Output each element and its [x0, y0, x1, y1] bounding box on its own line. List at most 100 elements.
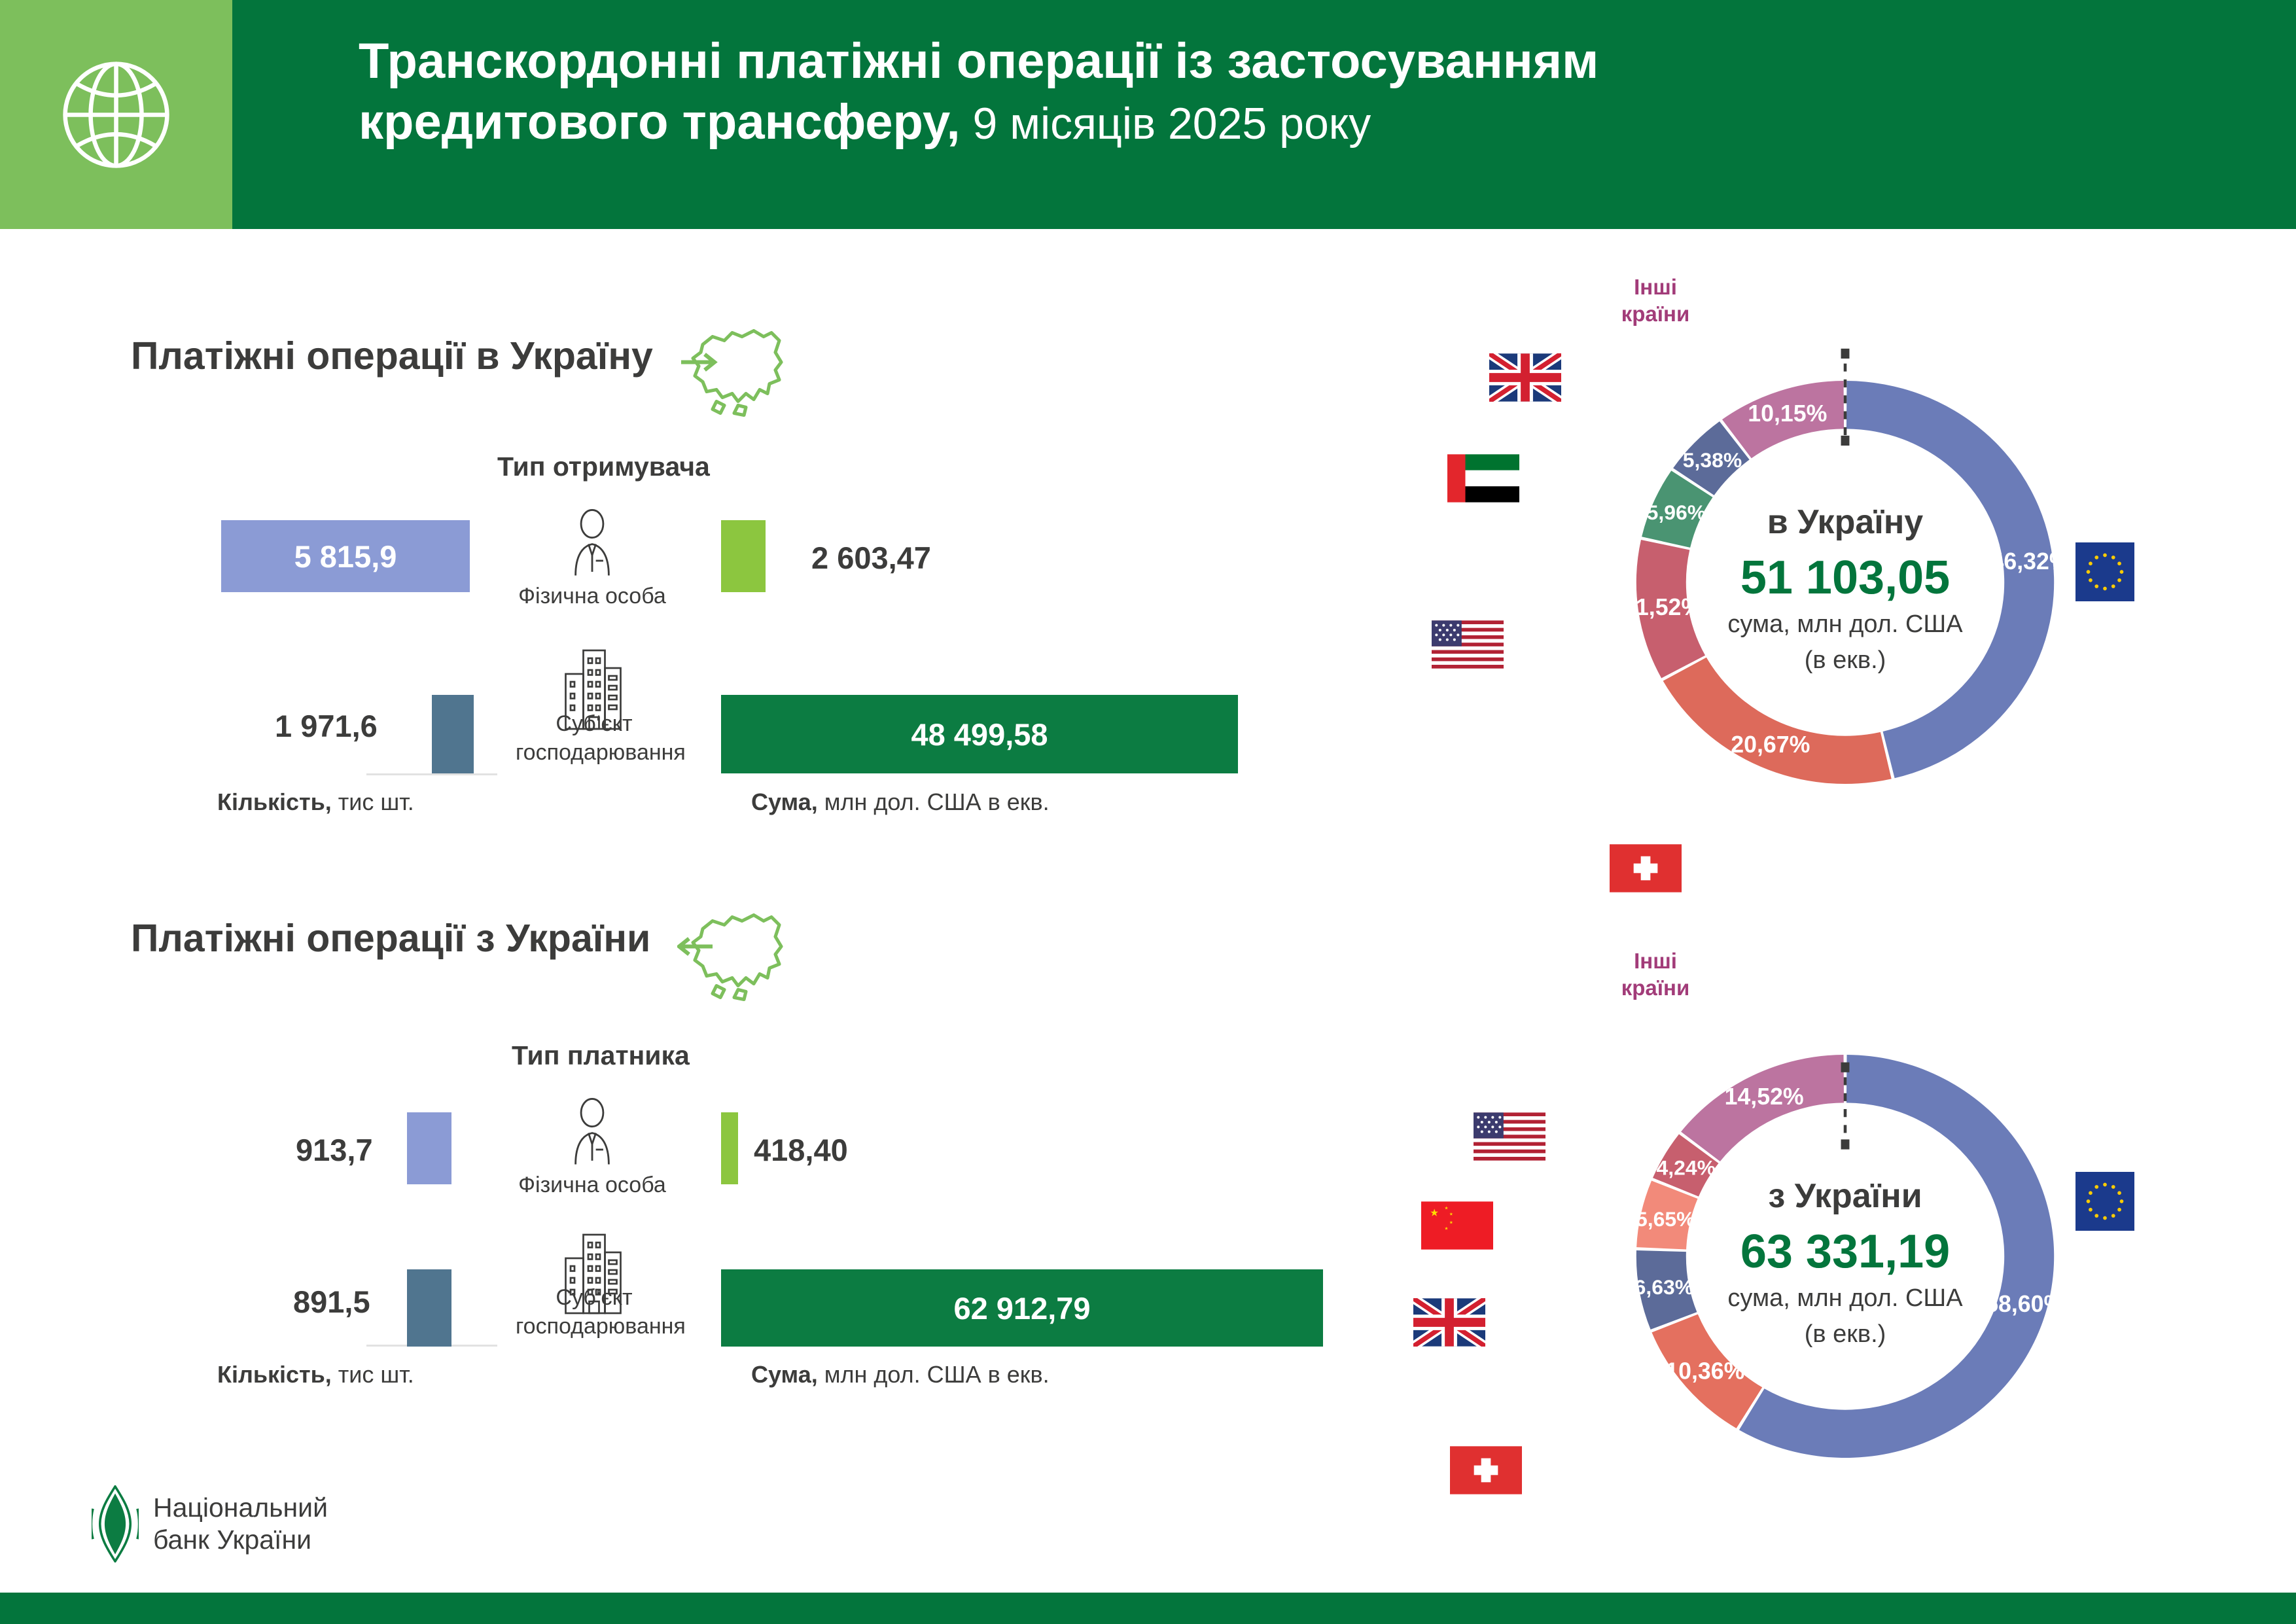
ukraine-map-arrow-out-icon [677, 913, 783, 1002]
donut-outbound-slice-3[interactable] [1636, 1180, 1698, 1250]
bar-sum-individual-inbound [721, 520, 766, 592]
usa-flag [1432, 620, 1504, 669]
donut-inbound-slice-label-4: 5,38% [1683, 448, 1742, 472]
donut-outbound-slice-label-3: 5,65% [1636, 1207, 1695, 1231]
type-label-legal-inbound: Суб‘єкт господарювання [516, 710, 686, 767]
donut-outbound-value: 63 331,19 [1740, 1226, 1951, 1278]
uk-flag [1489, 353, 1561, 402]
bar-sum-individual-outbound-label: 418,40 [754, 1133, 848, 1167]
count-caption-outbound: Кількість, тис шт. [217, 1361, 414, 1388]
bar-count-individual-outbound [407, 1112, 451, 1184]
donut-outbound-caption-l1: сума, млн дол. США [1727, 1284, 1963, 1312]
china-flag [1421, 1201, 1493, 1250]
donut-outbound-slice-label-4: 4,24% [1656, 1156, 1715, 1180]
type-header-inbound: Тип отримувача [497, 451, 710, 482]
donut-outbound-slice-label-1: 10,36% [1665, 1358, 1744, 1385]
donut-outbound-slice-label-2: 6,63% [1634, 1275, 1693, 1299]
donut-inbound-slice-5[interactable] [1722, 380, 1845, 459]
section-title-outbound: Платіжні операції з України [131, 917, 651, 960]
usa-flag [1474, 1112, 1545, 1161]
donut-outbound-slice-2[interactable] [1636, 1250, 1697, 1330]
count-caption-inbound-bold: Кількість, [217, 788, 332, 815]
page-footer-bar [0, 1593, 2296, 1624]
donut-inbound-slice-1[interactable] [1663, 657, 1892, 785]
donut-inbound-caption-l2: (в екв.) [1804, 646, 1886, 675]
donut-inbound-direction: в Україну [1767, 503, 1924, 541]
type-label-individual-outbound: Фізична особа [518, 1173, 666, 1197]
donut-inbound-caption-l1: сума, млн дол. США [1727, 610, 1963, 638]
header-logo-block [0, 0, 232, 229]
bar-baseline-inbound [366, 773, 497, 775]
type-label-legal-outbound-l1: Суб‘єкт [556, 1285, 633, 1310]
count-caption-inbound-rest: тис шт. [331, 788, 414, 815]
page-title-period: 9 місяців 2025 року [960, 98, 1371, 149]
type-label-legal-inbound-l2: господарювання [516, 739, 686, 765]
sum-caption-inbound-rest: млн дол. США в екв. [817, 788, 1050, 815]
page-header: Транскордонні платіжні операції із засто… [0, 0, 2296, 229]
donut-outbound-svg: 58,60% 10,36% 6,63% 5,65% 4,24% 14,52% [1634, 1054, 2064, 1458]
donut-inbound-slice-label-3: 5,96% [1647, 501, 1706, 524]
sum-caption-outbound-rest: млн дол. США в екв. [817, 1361, 1050, 1388]
nbu-logo-icon [92, 1485, 139, 1562]
donut-inbound-slice-label-0: 46,32% [1991, 548, 2070, 574]
donut-outbound-other-l1: Інші [1634, 949, 1677, 973]
count-caption-outbound-rest: тис шт. [331, 1361, 414, 1388]
page-title-line2: кредитового трансферу, [359, 94, 961, 150]
bar-sum-legal-inbound-label: 48 499,58 [911, 716, 1048, 752]
donut-outbound-slice-4[interactable] [1652, 1134, 1719, 1197]
person-icon [574, 1098, 610, 1165]
donut-inbound-slice-label-2: 11,52% [1624, 594, 1702, 620]
donut-inbound-other-l2: країни [1621, 302, 1690, 327]
donut-inbound-slice-4[interactable] [1673, 421, 1750, 495]
donut-chart-outbound: 58,60% 10,36% 6,63% 5,65% 4,24% 14,52% з Укра… [1597, 1001, 2094, 1511]
bar-count-legal-outbound [407, 1269, 451, 1347]
donut-inbound-slice-0[interactable] [1846, 380, 2055, 779]
bar-count-individual-inbound-label: 5 815,9 [294, 538, 397, 574]
donut-chart-inbound: 46,32% 20,67% 11,52% 5,96% 5,38% 10,15% в Укр… [1597, 327, 2094, 838]
bar-count-legal-outbound-label: 891,5 [293, 1284, 370, 1319]
donut-outbound-slice-0[interactable] [1739, 1054, 2055, 1458]
nbu-logo-text: Національний банк України [153, 1492, 328, 1556]
bar-count-individual-outbound-label: 913,7 [296, 1133, 373, 1167]
bar-count-individual-inbound [221, 520, 470, 592]
donut-outbound-caption-l2: (в екв.) [1804, 1320, 1886, 1349]
globe-icon [63, 61, 169, 168]
type-label-legal-outbound-l2: господарювання [516, 1313, 686, 1339]
eu-flag [2075, 542, 2134, 601]
donut-outbound-slice-label-5: 14,52% [1725, 1084, 1804, 1110]
donut-outbound-slice-1[interactable] [1651, 1314, 1763, 1428]
donut-inbound-other-label: Інші країни [1583, 274, 1727, 328]
donut-outbound-slice-5[interactable] [1681, 1054, 1845, 1161]
donut-outbound-other-l2: країни [1621, 976, 1690, 1000]
type-label-legal-outbound: Суб‘єкт господарювання [516, 1284, 686, 1341]
bar-count-legal-inbound [432, 695, 474, 773]
count-caption-inbound: Кількість, тис шт. [217, 788, 414, 816]
person-icon [574, 509, 610, 576]
building-icon [565, 649, 622, 730]
nbu-logo-line1: Національний [153, 1492, 328, 1523]
donut-inbound-other-l1: Інші [1634, 275, 1677, 299]
bar-sum-legal-outbound-label: 62 912,79 [953, 1290, 1091, 1326]
switzerland-flag [1450, 1446, 1522, 1494]
page-title-line1: Транскордонні платіжні операції із засто… [359, 33, 1599, 89]
donut-inbound-slice-label-5: 10,15% [1748, 400, 1827, 427]
bar-sum-individual-outbound [721, 1112, 738, 1184]
donut-inbound-slice-2[interactable] [1636, 539, 1706, 679]
switzerland-flag [1610, 844, 1682, 892]
donut-inbound-center: в Україну 51 103,05 сума, млн дол. США (… [1597, 503, 2094, 677]
section-title-inbound: Платіжні операції в Україну [131, 334, 653, 378]
donut-outbound-center: з України 63 331,19 сума, млн дол. США (… [1597, 1176, 2094, 1351]
type-label-legal-inbound-l1: Суб‘єкт [556, 711, 633, 736]
type-header-outbound: Тип платника [512, 1040, 690, 1070]
donut-outbound-other-label: Інші країни [1583, 947, 1727, 1002]
donut-inbound-value: 51 103,05 [1740, 552, 1951, 604]
sum-caption-inbound: Сума, млн дол. США в екв. [751, 788, 1050, 816]
donut-inbound-slice-label-1: 20,67% [1731, 732, 1810, 758]
donut-outbound-leader-line [1841, 1062, 1850, 1150]
sum-caption-outbound-bold: Сума, [751, 1361, 818, 1388]
type-label-individual-inbound: Фізична особа [518, 584, 666, 609]
donut-inbound-slice-3[interactable] [1642, 470, 1713, 548]
bar-sum-legal-inbound [721, 695, 1238, 773]
building-icon [565, 1233, 622, 1315]
eu-flag [2075, 1172, 2134, 1231]
